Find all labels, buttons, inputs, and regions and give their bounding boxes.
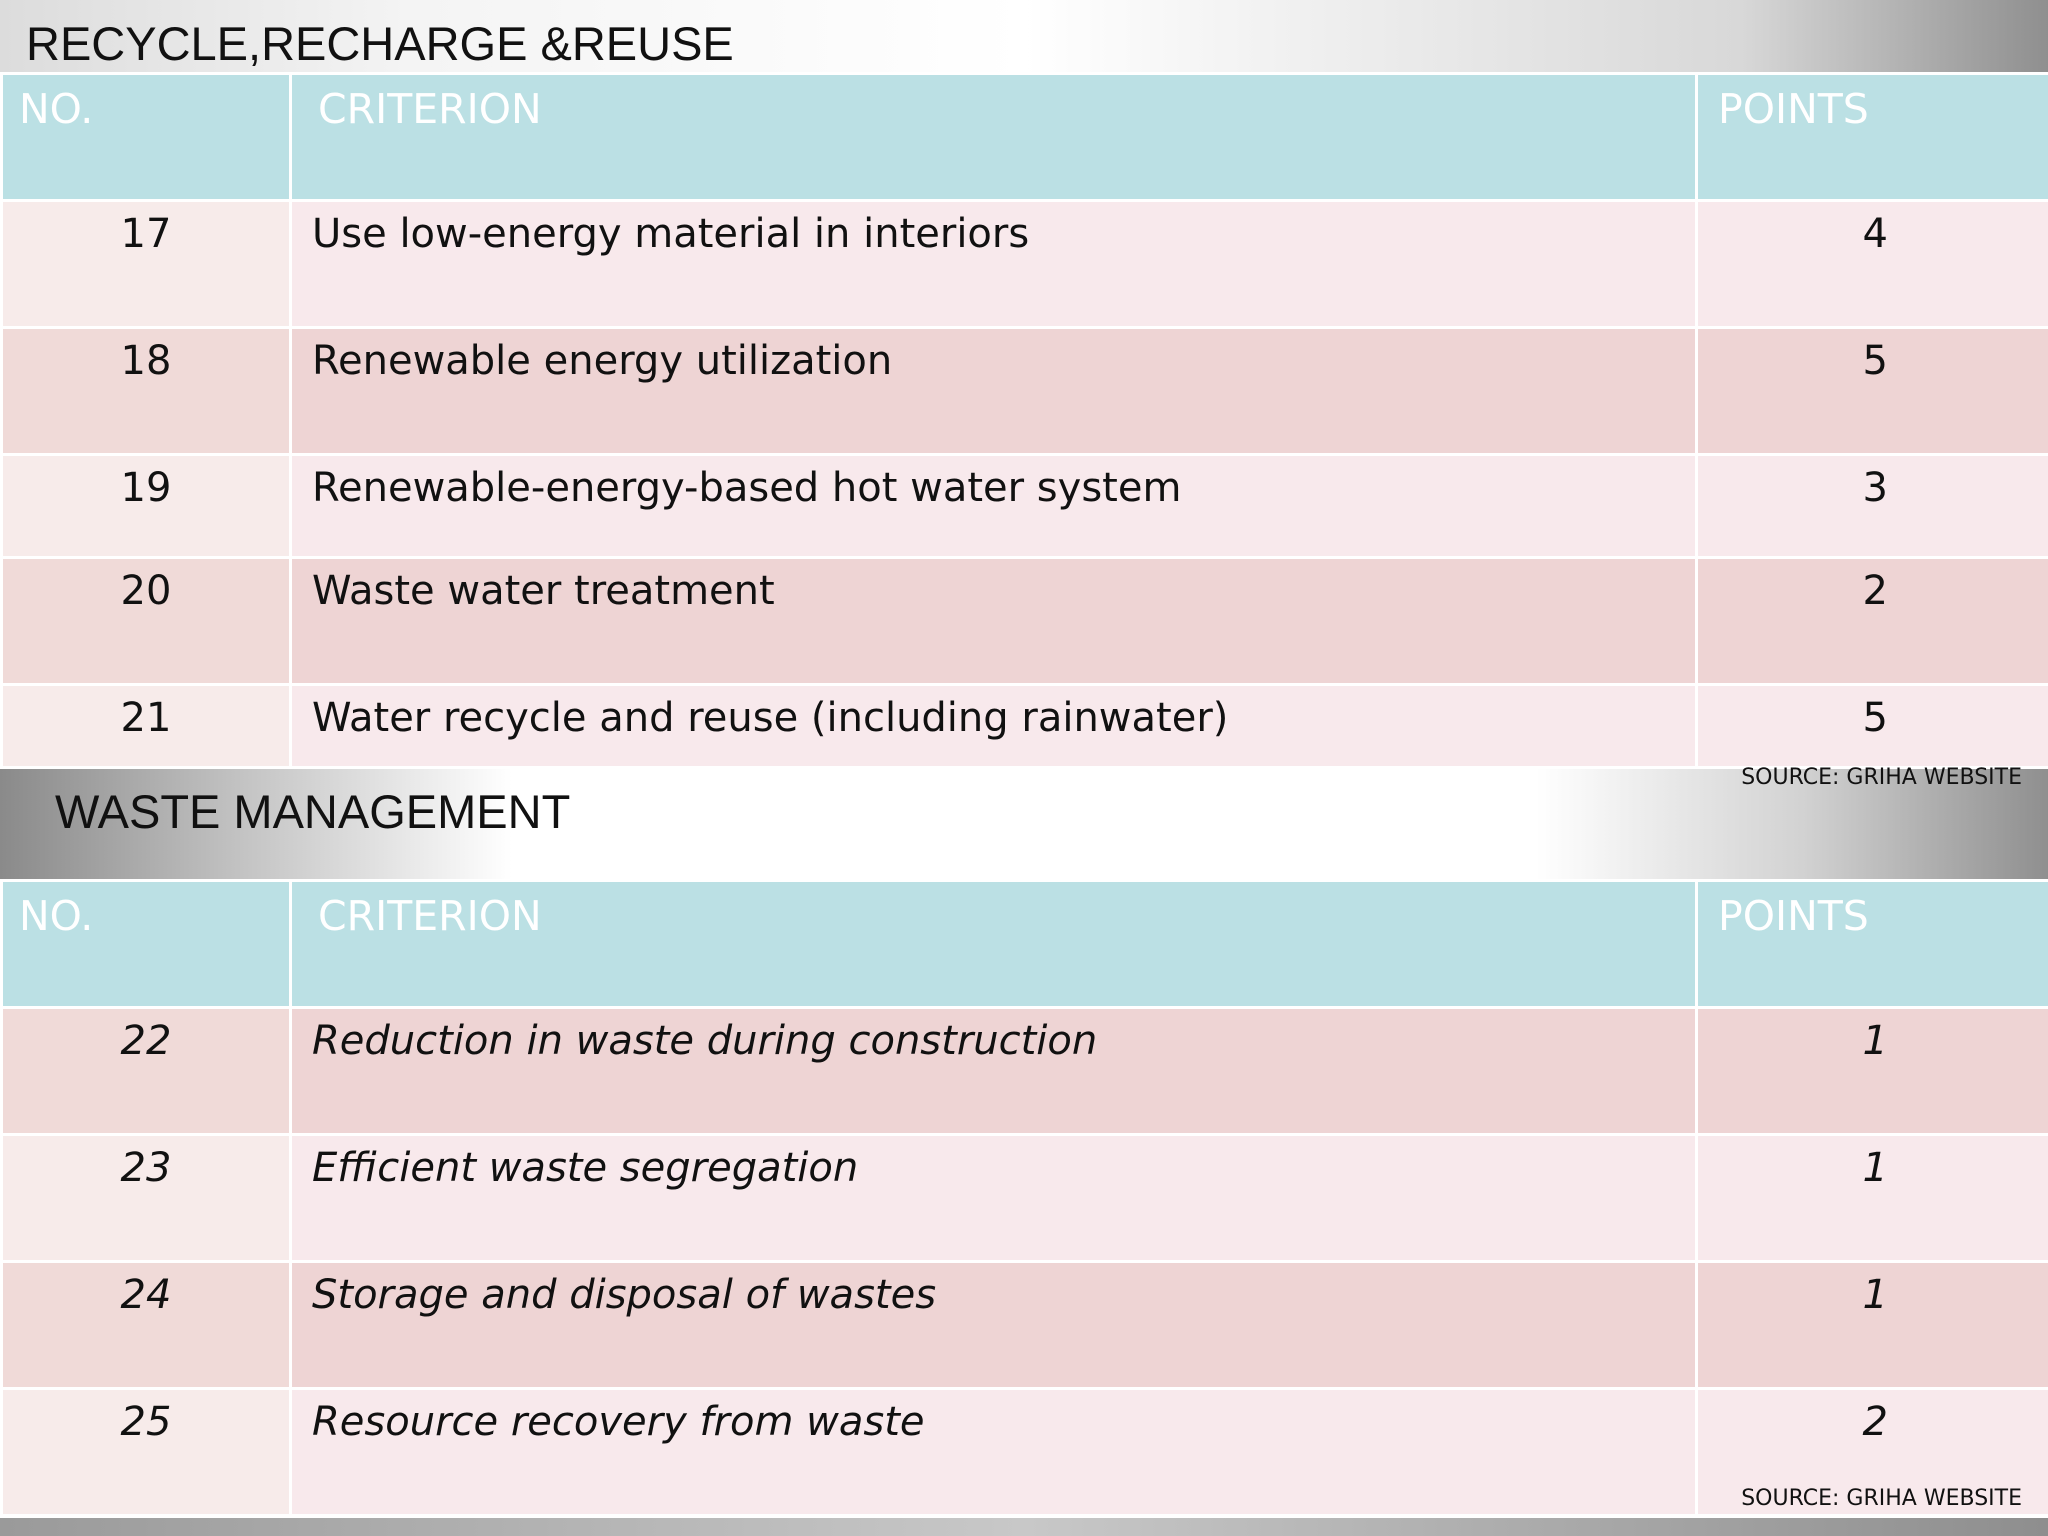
row-criterion: Use low-energy material in interiors [292, 202, 1695, 326]
row-criterion: Storage and disposal of wastes [292, 1263, 1695, 1387]
row-number: 21 [3, 686, 289, 766]
table-row: 19 Renewable-energy-based hot water syst… [3, 456, 2048, 556]
header-points: POINTS [1698, 75, 2048, 199]
row-criterion: Efficient waste segregation [292, 1136, 1695, 1260]
row-points: 1 [1698, 1009, 2048, 1133]
criteria-table-waste: NO. CRITERION POINTS 22 Reduction in was… [0, 879, 2048, 1517]
header-no: NO. [3, 882, 289, 1006]
row-number: 18 [3, 329, 289, 453]
criteria-table-recycle: NO. CRITERION POINTS 17 Use low-energy m… [0, 72, 2048, 769]
footer-band [0, 1518, 2048, 1536]
row-criterion: Water recycle and reuse (including rainw… [292, 686, 1695, 766]
table-row: 24 Storage and disposal of wastes 1 [3, 1263, 2048, 1387]
row-criterion: Renewable energy utilization [292, 329, 1695, 453]
header-points: POINTS [1698, 882, 2048, 1006]
header-no: NO. [3, 75, 289, 199]
row-criterion: Reduction in waste during construction [292, 1009, 1695, 1133]
table-row: 25 Resource recovery from waste 2 [3, 1390, 2048, 1514]
row-number: 23 [3, 1136, 289, 1260]
row-points: 1 [1698, 1263, 2048, 1387]
table-row: 22 Reduction in waste during constructio… [3, 1009, 2048, 1133]
table-row: 23 Efficient waste segregation 1 [3, 1136, 2048, 1260]
row-points: 5 [1698, 686, 2048, 766]
row-criterion: Waste water treatment [292, 559, 1695, 683]
title-band-middle [0, 766, 2048, 881]
table-row: 17 Use low-energy material in interiors … [3, 202, 2048, 326]
row-number: 22 [3, 1009, 289, 1133]
row-points: 4 [1698, 202, 2048, 326]
table-row: 20 Waste water treatment 2 [3, 559, 2048, 683]
row-number: 20 [3, 559, 289, 683]
row-number: 24 [3, 1263, 289, 1387]
section-title-recycle: RECYCLE,RECHARGE &REUSE [26, 17, 734, 70]
header-criterion: CRITERION [292, 75, 1695, 199]
row-points: 5 [1698, 329, 2048, 453]
source-note: SOURCE: GRIHA WEBSITE [1741, 1486, 2022, 1511]
table-row: 21 Water recycle and reuse (including ra… [3, 686, 2048, 766]
row-number: 25 [3, 1390, 289, 1514]
row-points: 2 [1698, 559, 2048, 683]
section-title-waste: WASTE MANAGEMENT [55, 785, 571, 838]
row-points: 1 [1698, 1136, 2048, 1260]
table-header-row: NO. CRITERION POINTS [3, 75, 2048, 199]
title-band-top [0, 0, 2048, 76]
header-criterion: CRITERION [292, 882, 1695, 1006]
row-criterion: Resource recovery from waste [292, 1390, 1695, 1514]
row-number: 17 [3, 202, 289, 326]
row-points: 2 [1698, 1390, 2048, 1514]
table-row: 18 Renewable energy utilization 5 [3, 329, 2048, 453]
row-criterion: Renewable-energy-based hot water system [292, 456, 1695, 556]
table-header-row: NO. CRITERION POINTS [3, 882, 2048, 1006]
row-points: 3 [1698, 456, 2048, 556]
source-note: SOURCE: GRIHA WEBSITE [1741, 765, 2022, 790]
row-number: 19 [3, 456, 289, 556]
